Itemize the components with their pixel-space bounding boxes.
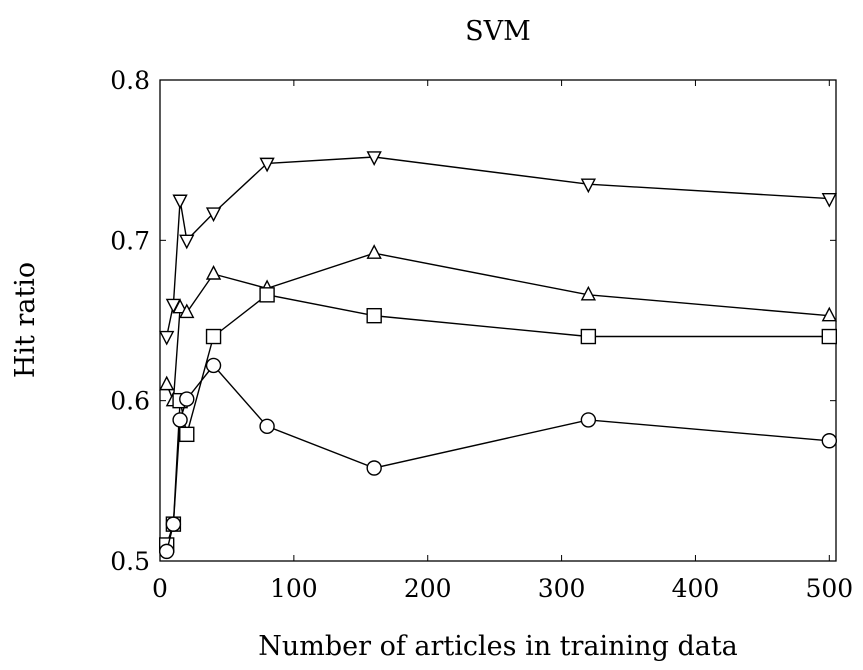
- y-tick-label: 0.7: [110, 226, 150, 255]
- data-point: [366, 244, 382, 259]
- series-line: [166, 156, 830, 337]
- y-axis-label: Hit ratio: [10, 262, 41, 378]
- y-tick-label: 0.8: [110, 66, 150, 95]
- x-tick-label: 500: [805, 574, 853, 603]
- data-point: [821, 306, 837, 322]
- x-tick-label: 100: [270, 574, 318, 603]
- x-tick-label: 300: [538, 574, 586, 603]
- x-axis-label: Number of articles in training data: [258, 631, 738, 662]
- data-point: [580, 328, 597, 345]
- data-point: [172, 298, 188, 314]
- x-tick-label: 200: [404, 574, 452, 603]
- data-point: [366, 460, 382, 476]
- data-point: [259, 157, 275, 173]
- data-point: [179, 391, 195, 407]
- data-point: [821, 433, 838, 449]
- data-point: [366, 151, 382, 166]
- data-point: [172, 194, 188, 210]
- data-point: [821, 328, 838, 345]
- data-point: [205, 357, 222, 374]
- data-point: [259, 418, 275, 435]
- data-point: [366, 307, 382, 324]
- data-point: [159, 375, 175, 391]
- y-tick-label: 0.6: [110, 387, 150, 416]
- series-circle: [158, 357, 838, 560]
- data-point: [205, 207, 222, 223]
- series-triangle-down: [159, 151, 837, 346]
- series-line: [166, 364, 830, 552]
- chart-title: SVM: [465, 16, 531, 47]
- data-point: [165, 516, 182, 532]
- data-point: [159, 330, 175, 346]
- data-point: [205, 264, 222, 280]
- series-line: [166, 252, 830, 401]
- data-point: [580, 178, 597, 194]
- data-point: [205, 328, 222, 345]
- data-point: [580, 285, 597, 301]
- y-tick-label: 0.5: [110, 547, 150, 576]
- data-point: [821, 192, 837, 208]
- axis-ticks: [159, 79, 836, 562]
- data-point: [259, 287, 275, 303]
- tick-labels: 0 100 200 300 400 500 0.5 0.6 0.7 0.8: [110, 66, 853, 603]
- data-point: [580, 412, 597, 428]
- plot-frame: [159, 79, 837, 562]
- x-tick-label: 0: [152, 574, 168, 603]
- data-point: [179, 303, 195, 319]
- series-triangle-up: [159, 244, 837, 407]
- series-layer: [158, 151, 838, 560]
- data-point: [179, 234, 195, 250]
- data-point: [179, 426, 195, 443]
- data-point: [158, 543, 175, 560]
- x-tick-label: 400: [672, 574, 720, 603]
- data-point: [172, 412, 188, 428]
